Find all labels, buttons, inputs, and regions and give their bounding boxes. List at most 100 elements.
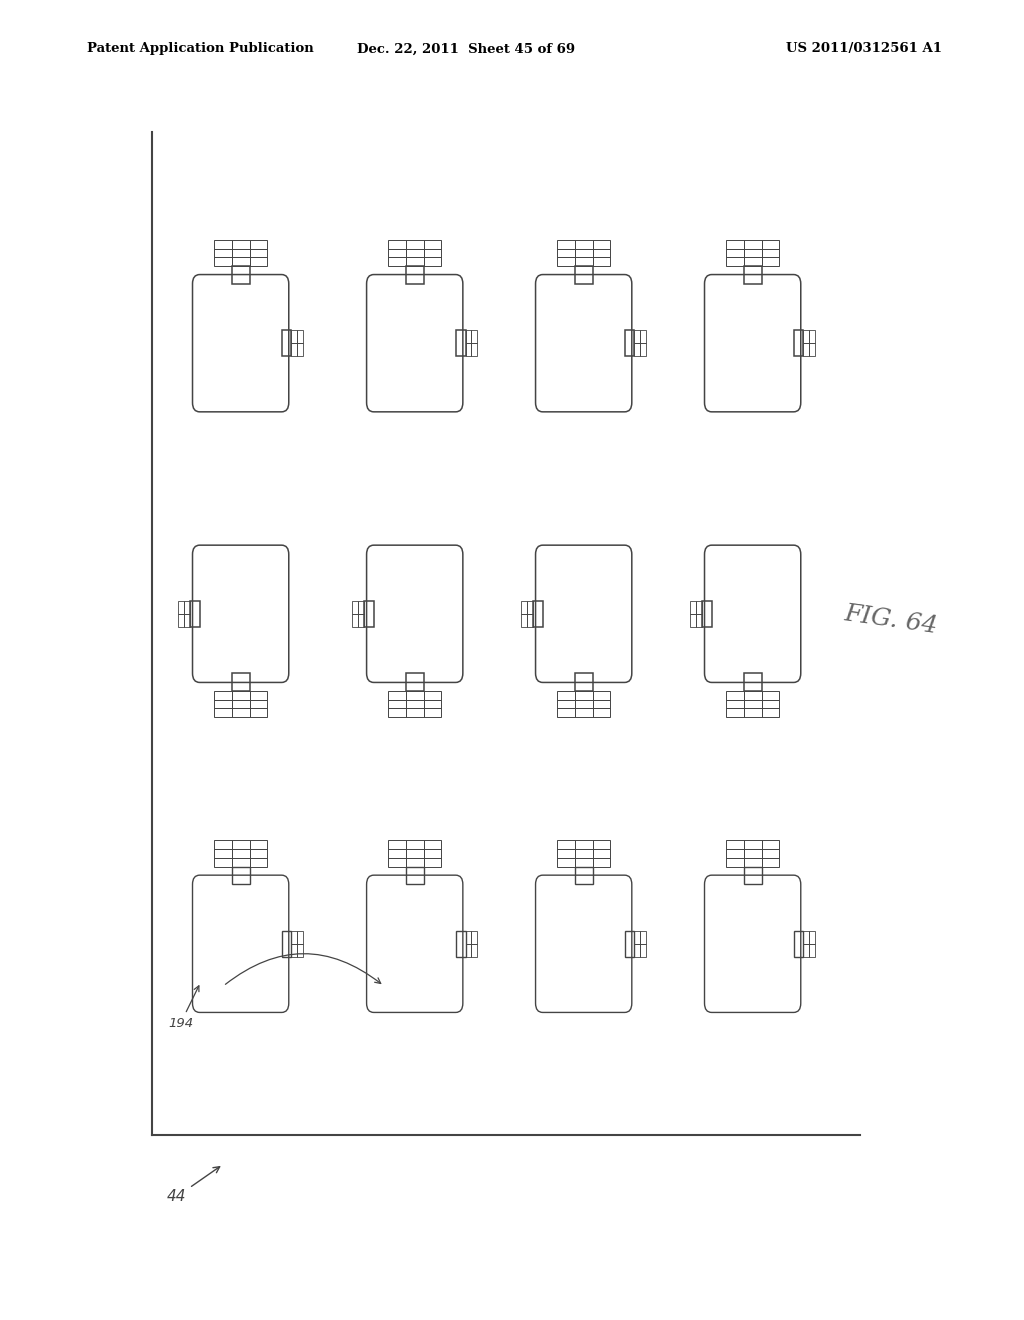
Bar — [557, 257, 574, 267]
Bar — [388, 849, 406, 858]
Bar — [593, 841, 610, 849]
Bar — [424, 240, 441, 248]
Bar — [532, 601, 543, 627]
Bar — [635, 944, 640, 957]
Bar — [574, 858, 593, 867]
Bar — [743, 257, 762, 267]
Bar — [696, 601, 701, 614]
Bar — [406, 267, 424, 284]
Bar — [574, 709, 593, 717]
Bar — [762, 709, 779, 717]
Bar — [214, 841, 231, 849]
Bar — [521, 601, 527, 614]
Bar — [424, 692, 441, 700]
Bar — [406, 867, 424, 884]
Bar — [406, 858, 424, 867]
Bar — [231, 867, 250, 884]
Bar — [794, 931, 804, 957]
Bar — [189, 601, 200, 627]
Bar — [292, 944, 297, 957]
Bar — [696, 614, 701, 627]
Bar — [466, 330, 471, 343]
Bar — [809, 944, 815, 957]
Bar — [625, 931, 635, 957]
Bar — [214, 709, 231, 717]
Bar — [557, 841, 574, 849]
Bar — [593, 700, 610, 709]
Bar — [762, 240, 779, 248]
Bar — [762, 858, 779, 867]
Bar — [214, 858, 231, 867]
Bar — [388, 257, 406, 267]
Bar — [574, 248, 593, 257]
Bar — [250, 858, 267, 867]
Bar — [388, 240, 406, 248]
Bar — [804, 931, 809, 944]
Bar — [726, 240, 743, 248]
Bar — [557, 248, 574, 257]
Bar — [406, 248, 424, 257]
Bar — [635, 330, 640, 343]
Bar — [762, 700, 779, 709]
Bar — [574, 700, 593, 709]
Bar — [574, 257, 593, 267]
Bar — [804, 944, 809, 957]
Bar — [424, 700, 441, 709]
Bar — [471, 343, 477, 356]
Bar — [231, 849, 250, 858]
Bar — [292, 343, 297, 356]
Bar — [557, 858, 574, 867]
Bar — [635, 343, 640, 356]
Bar — [726, 858, 743, 867]
Bar — [388, 248, 406, 257]
Bar — [297, 343, 303, 356]
Bar — [743, 849, 762, 858]
Bar — [762, 692, 779, 700]
Bar — [424, 841, 441, 849]
Bar — [743, 709, 762, 717]
Bar — [292, 330, 297, 343]
Bar — [250, 841, 267, 849]
Bar — [424, 709, 441, 717]
Bar — [352, 614, 358, 627]
Bar — [809, 343, 815, 356]
Bar — [214, 692, 231, 700]
Bar — [456, 330, 466, 356]
Bar — [726, 841, 743, 849]
Bar — [593, 248, 610, 257]
Bar — [593, 257, 610, 267]
Bar — [471, 931, 477, 944]
Bar — [250, 849, 267, 858]
Bar — [250, 248, 267, 257]
Bar — [640, 944, 646, 957]
Bar — [250, 257, 267, 267]
Bar — [292, 931, 297, 944]
Bar — [593, 849, 610, 858]
Bar — [794, 330, 804, 356]
Bar — [424, 257, 441, 267]
Bar — [640, 931, 646, 944]
Bar — [726, 709, 743, 717]
Bar — [231, 257, 250, 267]
Bar — [184, 601, 189, 614]
Bar — [527, 601, 532, 614]
Bar — [640, 343, 646, 356]
Bar — [574, 267, 593, 284]
Bar — [743, 858, 762, 867]
Bar — [424, 849, 441, 858]
Bar — [726, 700, 743, 709]
Bar — [593, 240, 610, 248]
Bar — [231, 858, 250, 867]
Bar — [406, 257, 424, 267]
Bar — [214, 240, 231, 248]
Bar — [456, 931, 466, 957]
Bar — [250, 240, 267, 248]
Bar — [726, 248, 743, 257]
Bar — [743, 673, 762, 692]
Bar — [743, 240, 762, 248]
Bar — [406, 700, 424, 709]
Text: 44: 44 — [167, 1167, 220, 1204]
Bar — [743, 248, 762, 257]
Bar — [250, 692, 267, 700]
Bar — [574, 867, 593, 884]
